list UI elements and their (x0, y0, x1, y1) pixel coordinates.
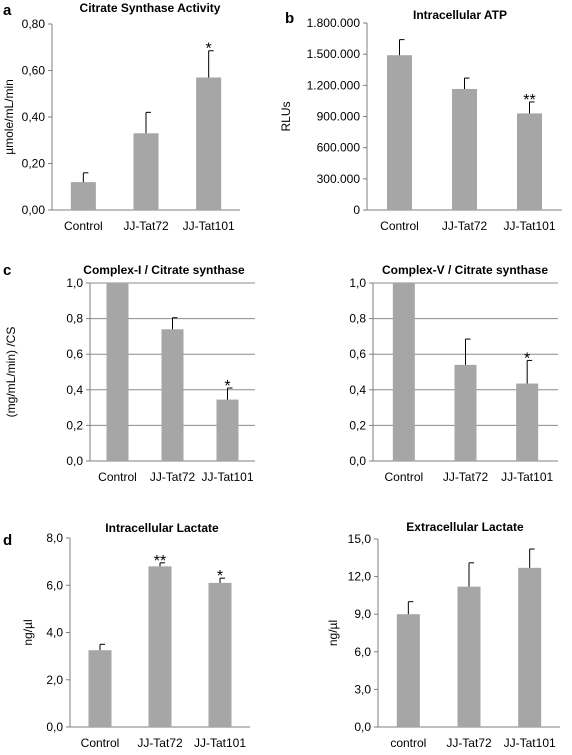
y-axis-label: ng/µl (326, 620, 340, 646)
chart-title: Extracellular Lactate (406, 520, 524, 534)
chart-title: Complex-V / Citrate synthase (382, 263, 548, 277)
x-tick-label: Control (64, 219, 103, 233)
y-tick-label: 6,0 (46, 578, 63, 592)
x-tick-label: JJ-Tat101 (183, 219, 235, 233)
y-tick-label: 1,0 (66, 276, 83, 290)
y-tick-label: 0 (353, 203, 360, 217)
chart-panel-6: 0,0 3,0 6,0 9,0 12,0 15,0 control JJ-Tat72 JJ-Ta… (326, 520, 560, 750)
bar (387, 55, 412, 211)
significance-marker: * (224, 378, 230, 395)
bar (518, 567, 542, 727)
chart-panel-5: 0,0 2,0 4,0 6,0 8,0 Control ** JJ-Tat72 * JJ-Tat1… (3, 521, 250, 750)
chart-panel-1: 0,00 0,20 0,40 0,60 0,80 Control JJ-Tat72 * JJ-T… (2, 1, 240, 233)
significance-marker: * (206, 41, 212, 58)
y-tick-label: 3,0 (354, 682, 371, 696)
y-tick-label: 1.500.000 (307, 47, 361, 61)
y-tick-label: 1.800.000 (307, 16, 361, 30)
y-tick-label: 1.200.000 (307, 78, 361, 92)
y-axis-label: µmole/mL/min (2, 79, 16, 155)
y-tick-label: 0,0 (349, 454, 366, 468)
y-tick-label: 12,0 (348, 570, 372, 584)
y-tick-label: 0,2 (349, 418, 366, 432)
x-tick-label: JJ-Tat101 (504, 736, 556, 750)
x-tick-label: JJ-Tat72 (150, 470, 196, 484)
y-tick-label: 15,0 (348, 532, 372, 546)
y-tick-label: 0,2 (66, 418, 83, 432)
bar (133, 133, 159, 210)
x-tick-label: JJ-Tat72 (443, 470, 489, 484)
y-tick-label: 0,80 (22, 17, 46, 31)
y-tick-label: 0,6 (349, 347, 366, 361)
bar (457, 586, 481, 727)
bar (148, 566, 172, 727)
y-tick-label: 9,0 (354, 607, 371, 621)
y-tick-label: 6,0 (354, 645, 371, 659)
bar (161, 329, 184, 461)
panel-letter: b (285, 10, 294, 27)
chart-panel-4: 0,0 0,2 0,4 0,6 0,8 1,0 Control JJ-Tat72 * JJ-Tat… (349, 263, 558, 484)
y-axis-label: ng/µl (21, 619, 35, 645)
significance-marker: ** (154, 553, 166, 570)
y-axis-label: RLUs (279, 101, 293, 131)
x-tick-label: JJ-Tat72 (137, 736, 183, 750)
y-tick-label: 0,4 (349, 383, 366, 397)
y-tick-label: 900.000 (317, 110, 361, 124)
y-tick-label: 0,6 (66, 347, 83, 361)
bar (88, 650, 112, 727)
y-tick-label: 0,0 (66, 454, 83, 468)
bar (196, 77, 222, 210)
panel-letter: d (3, 532, 12, 549)
x-tick-label: JJ-Tat101 (194, 736, 246, 750)
x-tick-label: control (390, 736, 426, 750)
x-tick-label: JJ-Tat72 (442, 219, 488, 233)
bar (452, 88, 477, 210)
bar (516, 383, 539, 461)
y-tick-label: 0,0 (354, 720, 371, 734)
x-tick-label: JJ-Tat72 (446, 736, 492, 750)
bar (216, 399, 239, 461)
y-tick-label: 1,0 (349, 276, 366, 290)
x-tick-label: JJ-Tat72 (123, 219, 169, 233)
bar (106, 283, 129, 461)
y-tick-label: 0,00 (22, 203, 46, 217)
x-tick-label: Control (81, 736, 120, 750)
bar (392, 283, 415, 461)
significance-marker: ** (523, 92, 535, 109)
y-tick-label: 0,60 (22, 64, 46, 78)
significance-marker: * (524, 350, 530, 367)
panel-letter: a (3, 2, 12, 19)
chart-title: Intracellular ATP (413, 8, 507, 22)
x-tick-label: Control (380, 219, 419, 233)
y-tick-label: 0,8 (349, 312, 366, 326)
bar (454, 364, 477, 461)
y-tick-label: 2,0 (46, 673, 63, 687)
y-tick-label: 600.000 (317, 141, 361, 155)
y-tick-label: 0,0 (46, 720, 63, 734)
x-tick-label: JJ-Tat101 (501, 470, 553, 484)
chart-title: Intracellular Lactate (105, 521, 219, 535)
panel-letter: c (3, 262, 11, 279)
y-tick-label: 300.000 (317, 172, 361, 186)
y-tick-label: 0,4 (66, 383, 83, 397)
x-tick-label: JJ-Tat101 (503, 219, 555, 233)
chart-title: Citrate Synthase Activity (80, 1, 221, 15)
x-tick-label: Control (98, 470, 137, 484)
y-tick-label: 8,0 (46, 531, 63, 545)
chart-panel-2: 0 300.000 600.000 900.000 1.200.000 1.500.000… (279, 8, 562, 233)
y-axis-label: (mg/mL/min) /CS (4, 327, 18, 418)
y-tick-label: 0,8 (66, 312, 83, 326)
bar (208, 582, 232, 727)
chart-panel-3: 0,0 0,2 0,4 0,6 0,8 1,0 Control JJ-Tat72 * JJ-Tat… (3, 262, 255, 484)
bar (517, 113, 542, 210)
bar (396, 614, 420, 727)
y-tick-label: 4,0 (46, 626, 63, 640)
x-tick-label: JJ-Tat101 (201, 470, 253, 484)
y-tick-label: 0,40 (22, 110, 46, 124)
significance-marker: * (217, 568, 223, 585)
bar (70, 182, 96, 210)
x-tick-label: Control (384, 470, 423, 484)
chart-title: Complex-I / Citrate synthase (83, 263, 245, 277)
y-tick-label: 0,20 (22, 157, 46, 171)
